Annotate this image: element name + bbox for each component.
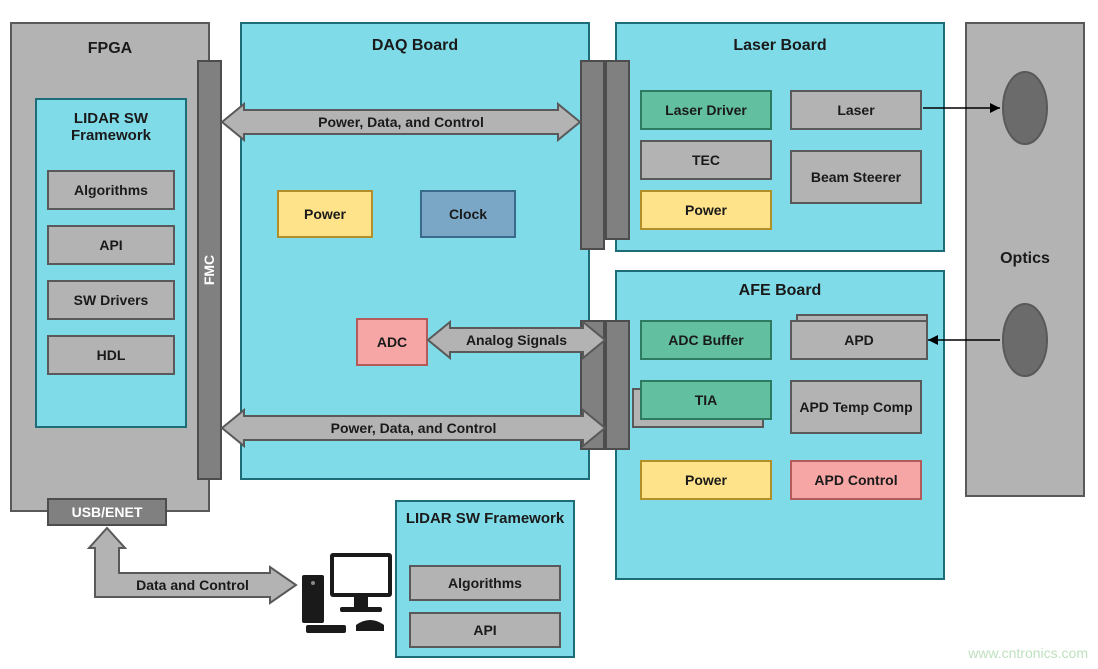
svg-text:Data and Control: Data and Control — [136, 577, 249, 593]
sw2-item: Algorithms — [409, 565, 561, 601]
sw2-title: LIDAR SW Framework — [403, 510, 567, 527]
diagram-canvas: FPGA LIDAR SW Framework AlgorithmsAPISW … — [0, 0, 1098, 669]
watermark: www.cntronics.com — [968, 645, 1088, 661]
sw2-item: API — [409, 612, 561, 648]
computer-icon — [300, 545, 400, 635]
